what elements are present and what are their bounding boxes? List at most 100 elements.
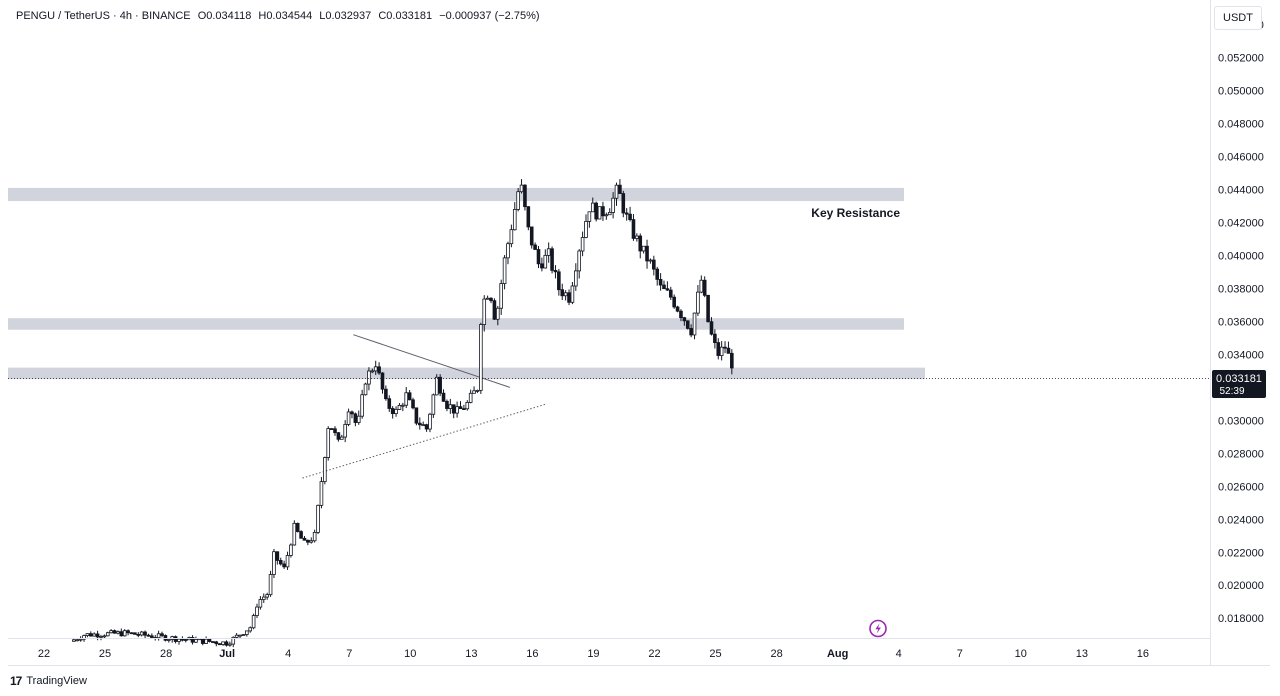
candle bbox=[177, 638, 181, 645]
price-tick-label: 0.026000 bbox=[1218, 481, 1264, 493]
candle bbox=[411, 397, 415, 410]
candle bbox=[234, 633, 239, 639]
candle bbox=[506, 241, 510, 265]
price-axis[interactable]: 0.018000 0.020000 0.022000 0.024000 0.026000… bbox=[1218, 20, 1264, 625]
footer[interactable]: 17 TradingView bbox=[10, 672, 87, 690]
candle bbox=[553, 265, 558, 279]
candle bbox=[594, 201, 598, 222]
candle bbox=[238, 634, 242, 639]
candle bbox=[241, 634, 246, 636]
candle bbox=[706, 294, 710, 323]
candle bbox=[126, 629, 130, 636]
trendline bbox=[353, 334, 511, 388]
candle bbox=[485, 295, 490, 300]
candle bbox=[607, 208, 612, 216]
candle bbox=[509, 224, 514, 248]
candle bbox=[146, 633, 151, 637]
candle bbox=[404, 386, 409, 409]
candle bbox=[621, 190, 626, 218]
candle bbox=[614, 182, 619, 206]
candle bbox=[604, 212, 609, 220]
time-tick-label: 16 bbox=[1137, 648, 1149, 660]
candle bbox=[462, 404, 466, 411]
candle bbox=[190, 635, 195, 645]
candle bbox=[482, 295, 487, 332]
candle bbox=[560, 283, 565, 301]
candle bbox=[116, 630, 120, 635]
candle bbox=[516, 188, 520, 212]
time-tick-label: 4 bbox=[896, 648, 902, 660]
candle bbox=[675, 305, 680, 313]
candle bbox=[384, 385, 388, 401]
candle bbox=[465, 400, 470, 411]
candle bbox=[343, 420, 347, 443]
candle bbox=[373, 360, 378, 375]
time-tick-label: 13 bbox=[1076, 648, 1088, 660]
currency-selector[interactable]: USDT bbox=[1214, 6, 1262, 30]
candle bbox=[353, 412, 358, 427]
candle bbox=[245, 630, 249, 637]
open-value: O0.034118 bbox=[197, 10, 252, 22]
candle bbox=[550, 246, 554, 274]
candle bbox=[119, 628, 124, 637]
candle bbox=[112, 629, 117, 634]
candle bbox=[397, 403, 402, 410]
candle bbox=[421, 421, 425, 427]
candle bbox=[275, 551, 280, 565]
lightning-icon[interactable] bbox=[869, 619, 887, 638]
candle bbox=[363, 382, 368, 396]
time-tick-label: Aug bbox=[827, 648, 848, 660]
candle bbox=[601, 201, 605, 221]
candle bbox=[502, 255, 507, 290]
time-tick-label: 22 bbox=[648, 648, 660, 660]
time-tick-label: Jul bbox=[219, 648, 235, 660]
candle bbox=[696, 285, 700, 317]
time-tick-label: 13 bbox=[465, 648, 477, 660]
candle bbox=[526, 206, 531, 231]
candle bbox=[685, 320, 690, 330]
candle bbox=[584, 214, 588, 239]
candle bbox=[479, 322, 483, 394]
candle bbox=[319, 476, 324, 509]
candle bbox=[499, 279, 503, 315]
candle bbox=[214, 640, 219, 647]
time-tick-label: 10 bbox=[404, 648, 416, 660]
candle bbox=[590, 197, 595, 213]
time-tick-label: 28 bbox=[770, 648, 782, 660]
candle bbox=[682, 316, 687, 326]
candle bbox=[268, 570, 273, 597]
candle bbox=[730, 349, 734, 375]
candle bbox=[333, 426, 337, 436]
close-value: C0.033181 bbox=[378, 10, 433, 22]
candle bbox=[587, 211, 592, 228]
price-tick-label: 0.050000 bbox=[1218, 86, 1264, 98]
candle bbox=[540, 257, 544, 272]
candle bbox=[563, 290, 568, 301]
candle bbox=[407, 390, 412, 401]
trendlines bbox=[302, 334, 547, 479]
candle bbox=[702, 276, 707, 298]
candle bbox=[299, 530, 303, 539]
candle bbox=[489, 297, 493, 304]
time-axis[interactable]: 22 25 28 Jul 4 7 10 13 16 19 22 25 28 Aug 4 7 10 13 16 bbox=[38, 648, 1149, 660]
price-tag-countdown: 52:39 bbox=[1219, 386, 1244, 397]
candle bbox=[302, 536, 307, 541]
candle bbox=[672, 294, 676, 309]
zone-band bbox=[8, 187, 904, 202]
candle bbox=[336, 432, 341, 442]
candle bbox=[431, 393, 436, 418]
price-tick-label: 0.048000 bbox=[1218, 119, 1264, 131]
candle bbox=[163, 634, 168, 642]
candle bbox=[265, 592, 269, 600]
candle bbox=[543, 249, 548, 269]
candle bbox=[492, 298, 497, 321]
candle bbox=[89, 631, 93, 637]
candle bbox=[394, 406, 398, 417]
candle bbox=[668, 286, 673, 300]
candle bbox=[370, 368, 375, 374]
candle bbox=[173, 635, 178, 644]
candle bbox=[387, 395, 392, 412]
candle bbox=[641, 245, 646, 254]
symbol-legend[interactable]: PENGU / TetherUS · 4h · BINANCE O0.03411… bbox=[16, 10, 544, 22]
